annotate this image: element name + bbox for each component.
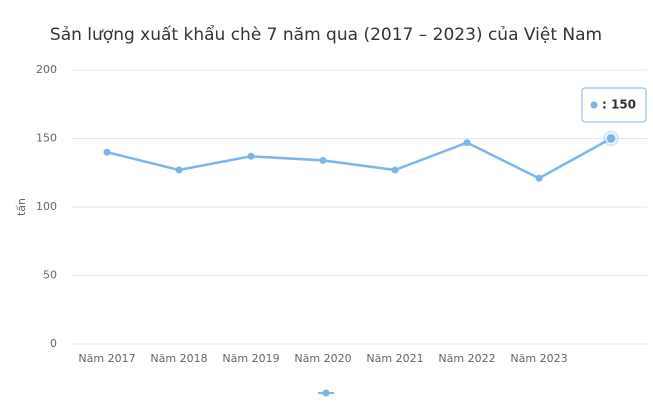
legend-marker xyxy=(322,389,330,397)
y-tick-label: 0 xyxy=(50,337,57,350)
tooltip: : 150 xyxy=(581,87,647,123)
tooltip-text: : 150 xyxy=(602,98,636,112)
point xyxy=(319,156,327,164)
x-tick-label: Năm 2019 xyxy=(222,352,279,365)
x-tick-label: Năm 2018 xyxy=(150,352,207,365)
y-tick-label: 150 xyxy=(36,132,57,145)
y-tick-label: 100 xyxy=(36,200,57,213)
tooltip-marker xyxy=(590,101,598,109)
point xyxy=(103,148,111,156)
point xyxy=(391,166,399,174)
point xyxy=(605,133,617,144)
point xyxy=(535,174,543,182)
x-tick-label: Năm 2022 xyxy=(438,352,495,365)
y-axis-label: tấn xyxy=(15,198,28,216)
y-tick-label: 50 xyxy=(43,269,57,282)
x-tick-label: Năm 2023 xyxy=(510,352,567,365)
point xyxy=(247,152,255,160)
x-tick-label: Năm 2017 xyxy=(78,352,135,365)
tooltip-box xyxy=(581,87,647,123)
point xyxy=(175,166,183,174)
x-tick-label: Năm 2021 xyxy=(366,352,423,365)
line xyxy=(106,137,612,180)
y-tick-label: 200 xyxy=(36,63,57,76)
x-tick-label: Năm 2020 xyxy=(294,352,351,365)
point xyxy=(463,139,471,147)
chart-title: Sản lượng xuất khẩu chè 7 năm qua (2017 … xyxy=(50,24,602,45)
